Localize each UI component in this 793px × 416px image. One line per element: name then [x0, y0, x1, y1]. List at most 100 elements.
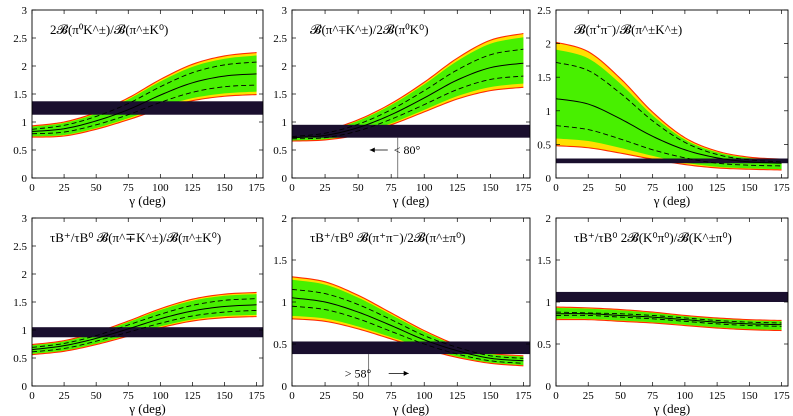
- panel-3: 0 25 50 75 100 125 150 175 0 0.5 1 1.5 2 2.5 γ (deg) 𝓑(…: [537, 5, 790, 208]
- y-tick-label: 0: [282, 173, 288, 185]
- x-tick-label: 50: [91, 182, 103, 194]
- x-tick-label: 100: [416, 182, 433, 194]
- x-tick-label: 25: [583, 182, 595, 194]
- y-tick-label: 1.5: [13, 297, 27, 309]
- y-tick-label: 0: [22, 173, 28, 185]
- y-tick-label: 2: [22, 269, 28, 281]
- y-tick-label: 0.5: [13, 353, 27, 365]
- panel-title: τB⁺/τB⁰ 2𝓑(K⁰π⁰)/𝓑(K^±π⁰): [574, 230, 732, 245]
- measurement-band: [292, 341, 530, 355]
- measurement-band: [32, 327, 263, 338]
- x-tick-label: 50: [615, 390, 627, 402]
- x-tick-label: 100: [416, 390, 433, 402]
- curve-inner-upper: [292, 288, 524, 359]
- y-tick-label: 2.5: [13, 241, 27, 253]
- x-tick-label: 0: [29, 182, 35, 194]
- curve-inner-lower: [32, 309, 257, 353]
- curve-central: [32, 73, 257, 133]
- x-tick-label: 100: [152, 182, 169, 194]
- x-tick-label: 100: [677, 390, 694, 402]
- x-tick-label: 0: [29, 390, 35, 402]
- y-tick-label: 1: [22, 117, 28, 129]
- x-tick-label: 100: [677, 182, 694, 194]
- plot-area: [556, 291, 788, 332]
- curve-inner-lower: [292, 305, 524, 364]
- y-tick-label: 1: [546, 297, 552, 309]
- y-tick-label: 1.5: [273, 89, 287, 101]
- inner-uncertainty-band: [292, 37, 524, 141]
- y-tick-label: 2: [22, 61, 28, 73]
- curve-inner-upper: [556, 311, 782, 324]
- measurement-band: [556, 158, 788, 164]
- curve-inner-upper: [292, 48, 524, 138]
- x-tick-label: 125: [709, 182, 726, 194]
- x-tick-label: 175: [773, 390, 790, 402]
- x-tick-label: 25: [59, 182, 71, 194]
- y-tick-label: 1: [22, 325, 28, 337]
- x-tick-label: 175: [515, 182, 532, 194]
- x-tick-label: 75: [386, 390, 398, 402]
- x-tick-label: 175: [515, 390, 532, 402]
- x-tick-label: 150: [741, 182, 758, 194]
- x-tick-label: 175: [248, 390, 265, 402]
- x-tick-label: 75: [647, 390, 659, 402]
- panel-title: 𝓑(π⁺π⁻)/𝓑(π^±K^±): [574, 22, 682, 37]
- x-axis-label: γ (deg): [653, 401, 690, 416]
- panel-5: > 58° 0 25 50 75 100 125 150 175 0 0.5 1 1.5 2 γ (deg)…: [273, 213, 532, 416]
- y-tick-label: 0.5: [13, 145, 27, 157]
- panel-title: 2𝓑(π⁰K^±)/𝓑(π^±K⁰): [50, 22, 168, 37]
- curve-central: [32, 304, 257, 351]
- measurement-band: [292, 124, 530, 138]
- plot-area: [32, 291, 263, 356]
- x-tick-label: 125: [184, 182, 201, 194]
- x-tick-label: 125: [449, 182, 466, 194]
- x-tick-label: 0: [553, 390, 559, 402]
- x-tick-label: 150: [216, 182, 233, 194]
- curve-inner-lower: [32, 84, 257, 135]
- x-tick-label: 25: [320, 182, 332, 194]
- y-tick-label: 0: [22, 381, 28, 393]
- x-tick-label: 50: [91, 390, 103, 402]
- curve-inner-lower: [292, 75, 524, 140]
- band-upper-edge: [556, 41, 782, 160]
- axes-frame: [555, 9, 789, 179]
- panel-title: τB⁺/τB⁰ 𝓑(π^∓K^±)/𝓑(π^±K⁰): [50, 230, 221, 245]
- y-tick-label: 0.5: [537, 339, 551, 351]
- x-tick-label: 0: [289, 182, 295, 194]
- y-tick-label: 3: [22, 5, 28, 17]
- x-tick-label: 150: [216, 390, 233, 402]
- y-tick-label: 1: [546, 106, 552, 118]
- curve-inner-lower: [556, 125, 782, 167]
- curve-central: [556, 313, 782, 326]
- measurement-band: [32, 101, 263, 115]
- x-tick-label: 175: [773, 182, 790, 194]
- inner-uncertainty-band: [32, 55, 257, 137]
- curve-central: [556, 98, 782, 164]
- y-tick-label: 0: [282, 381, 288, 393]
- x-tick-label: 125: [709, 390, 726, 402]
- y-tick-label: 1: [282, 117, 288, 129]
- panel-2: < 80° 0 25 50 75 100 125 150 175 0 0.5 1 1.5 2 2.5 3 γ (…: [273, 5, 532, 208]
- x-tick-label: 100: [152, 390, 169, 402]
- inner-uncertainty-band: [556, 49, 782, 170]
- x-tick-label: 75: [123, 182, 135, 194]
- y-tick-label: 1.5: [537, 255, 551, 267]
- y-tick-label: 0.5: [537, 139, 551, 151]
- gamma-bound-label: > 58°: [345, 366, 372, 380]
- y-tick-label: 0.5: [273, 145, 287, 157]
- plot-area: [32, 52, 263, 138]
- y-tick-label: 0: [546, 381, 552, 393]
- plot-area: [556, 41, 788, 171]
- x-tick-label: 175: [248, 182, 265, 194]
- x-axis-label: γ (deg): [392, 193, 429, 208]
- y-tick-label: 1.5: [273, 255, 287, 267]
- x-tick-label: 150: [482, 390, 499, 402]
- x-axis-label: γ (deg): [128, 193, 165, 208]
- curve-central: [292, 297, 524, 362]
- plot-area: [292, 276, 530, 367]
- band-upper-edge: [32, 291, 257, 346]
- y-tick-label: 2: [546, 213, 552, 225]
- x-tick-label: 75: [386, 182, 398, 194]
- x-tick-label: 125: [184, 390, 201, 402]
